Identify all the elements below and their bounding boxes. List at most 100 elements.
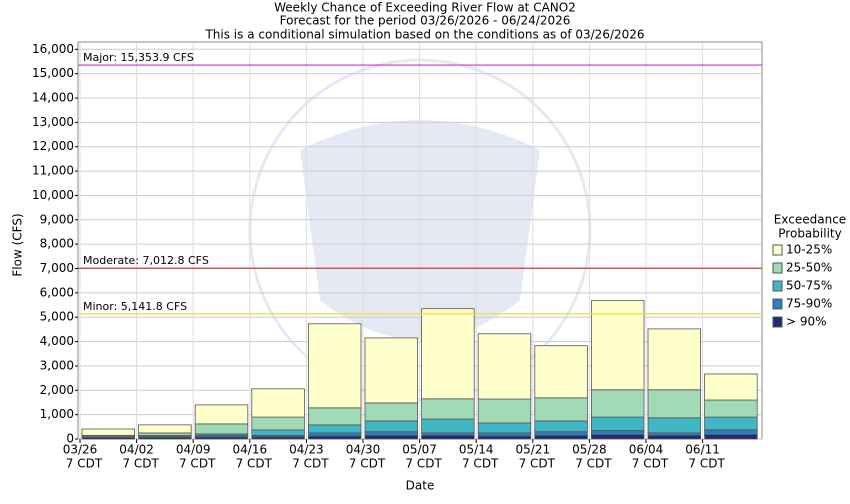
y-tick-label: 2,000 xyxy=(40,383,74,397)
threshold-label: Minor: 5,141.8 CFS xyxy=(83,300,187,313)
x-tick-sublabel: 7 CDT xyxy=(462,457,499,471)
threshold-label: Moderate: 7,012.8 CFS xyxy=(83,254,209,267)
x-tick-label: 04/02 xyxy=(119,443,154,457)
x-tick-sublabel: 7 CDT xyxy=(122,457,159,471)
bar-segment xyxy=(195,424,248,434)
bar-segment xyxy=(422,399,475,419)
bar-segment xyxy=(82,429,135,435)
y-tick-label: 4,000 xyxy=(40,334,74,348)
y-axis-label: Flow (CFS) xyxy=(11,213,25,276)
y-tick-label: 11,000 xyxy=(32,164,74,178)
bar-segment xyxy=(365,432,418,436)
threshold-label: Major: 15,353.9 CFS xyxy=(83,51,194,64)
bar-segment xyxy=(308,433,361,436)
y-tick-label: 16,000 xyxy=(32,42,74,56)
x-tick-sublabel: 7 CDT xyxy=(179,457,216,471)
x-tick-label: 04/30 xyxy=(346,443,381,457)
x-tick-sublabel: 7 CDT xyxy=(575,457,612,471)
bar-segment xyxy=(139,425,192,433)
y-tick-label: 12,000 xyxy=(32,139,74,153)
bar-segment xyxy=(365,435,418,439)
bar-segment xyxy=(308,324,361,408)
bar-segment xyxy=(705,430,758,435)
y-tick-label: 14,000 xyxy=(32,91,74,105)
bar-segment xyxy=(422,435,475,439)
x-tick-sublabel: 7 CDT xyxy=(292,457,329,471)
bar-segment xyxy=(705,417,758,430)
bar-segment xyxy=(308,408,361,425)
bar-segment xyxy=(648,329,701,390)
bar-segment xyxy=(591,417,644,430)
bar-segment xyxy=(422,419,475,433)
x-tick-sublabel: 7 CDT xyxy=(632,457,669,471)
bar-segment xyxy=(365,421,418,432)
bar-segment xyxy=(478,334,531,399)
bar-segment xyxy=(195,405,248,424)
bar-segment xyxy=(308,436,361,439)
bar-segment xyxy=(535,435,588,439)
bar-segment xyxy=(591,435,644,439)
bar-segment xyxy=(705,400,758,417)
legend-label: > 90% xyxy=(786,315,827,329)
x-tick-sublabel: 7 CDT xyxy=(66,457,103,471)
bar-segment xyxy=(591,430,644,434)
bar-segment xyxy=(705,374,758,400)
x-tick-label: 05/07 xyxy=(402,443,437,457)
bar-segment xyxy=(252,389,305,417)
legend-label: 75-90% xyxy=(786,297,832,311)
x-tick-label: 05/14 xyxy=(459,443,494,457)
bar-segment xyxy=(535,398,588,421)
y-tick-label: 1,000 xyxy=(40,407,74,421)
bar-segment xyxy=(535,432,588,436)
bar-segment xyxy=(535,346,588,398)
chart-subtitle: Forecast for the period 03/26/2026 - 06/… xyxy=(280,14,571,28)
x-tick-label: 04/16 xyxy=(233,443,268,457)
x-axis-label: Date xyxy=(406,479,435,493)
legend-swatch xyxy=(773,299,782,309)
x-tick-label: 05/21 xyxy=(516,443,551,457)
x-tick-sublabel: 7 CDT xyxy=(349,457,386,471)
bar-segment xyxy=(705,435,758,439)
legend-swatch xyxy=(773,245,782,255)
bar-segment xyxy=(308,425,361,433)
legend-label: 10-25% xyxy=(786,243,832,257)
y-tick-label: 13,000 xyxy=(32,115,74,129)
y-tick-label: 7,000 xyxy=(40,261,74,275)
bar-segment xyxy=(422,309,475,399)
y-tick-label: 10,000 xyxy=(32,188,74,202)
legend-swatch xyxy=(773,263,782,273)
x-tick-label: 04/09 xyxy=(176,443,211,457)
x-tick-label: 05/28 xyxy=(572,443,607,457)
y-tick-label: 5,000 xyxy=(40,310,74,324)
x-tick-sublabel: 7 CDT xyxy=(688,457,725,471)
bar-segment xyxy=(365,403,418,421)
y-tick-label: 8,000 xyxy=(40,237,74,251)
bar-segment xyxy=(648,418,701,433)
chart-note: This is a conditional simulation based o… xyxy=(204,28,644,42)
bar-segment xyxy=(535,421,588,432)
bar-segment xyxy=(252,430,305,435)
bar-segment xyxy=(648,435,701,439)
y-tick-label: 15,000 xyxy=(32,66,74,80)
x-tick-label: 04/23 xyxy=(289,443,324,457)
y-tick-label: 3,000 xyxy=(40,358,74,372)
bar-segment xyxy=(648,390,701,418)
legend-title: Exceedance xyxy=(774,213,846,227)
legend-swatch xyxy=(773,281,782,291)
bar-segment xyxy=(478,433,531,436)
x-tick-label: 03/26 xyxy=(63,443,98,457)
x-tick-label: 06/04 xyxy=(629,443,664,457)
bar-segment xyxy=(478,399,531,423)
y-tick-label: 9,000 xyxy=(40,212,74,226)
bar-segment xyxy=(478,436,531,439)
bar-segment xyxy=(591,390,644,417)
x-tick-label: 06/11 xyxy=(685,443,720,457)
x-tick-sublabel: 7 CDT xyxy=(405,457,442,471)
bar-segment xyxy=(478,423,531,433)
legend-title: Probability xyxy=(778,227,841,241)
legend-label: 50-75% xyxy=(786,279,832,293)
chart-title: Weekly Chance of Exceeding River Flow at… xyxy=(274,1,576,15)
x-tick-sublabel: 7 CDT xyxy=(519,457,556,471)
legend-swatch xyxy=(773,317,782,327)
